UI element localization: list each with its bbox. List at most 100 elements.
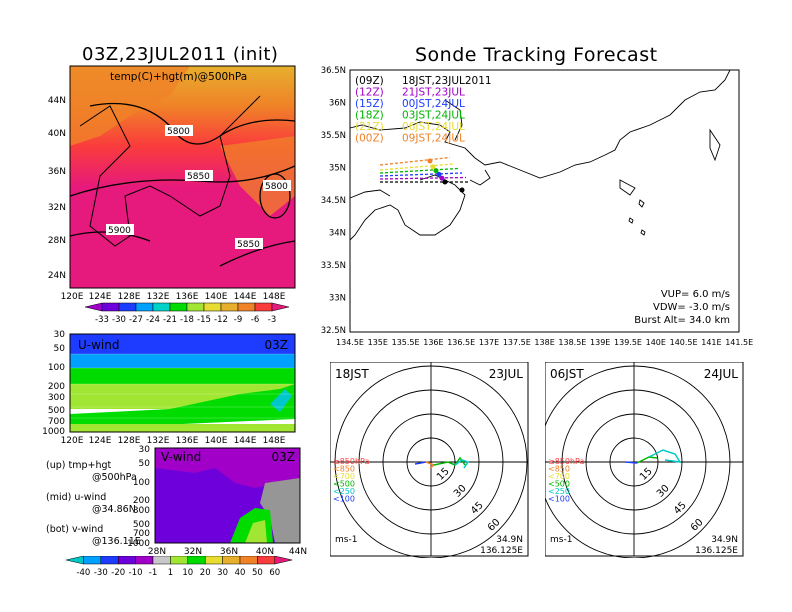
track-lon-tick: 137.5E bbox=[503, 338, 531, 347]
colorbar-tick: -9 bbox=[234, 315, 242, 325]
uwind-lon-tick: 128E bbox=[118, 436, 141, 446]
note-mid: (mid) u-wind bbox=[46, 492, 107, 503]
map500-lon-tick: 140E bbox=[205, 292, 228, 302]
track-legend-text: 00JST,24JUL bbox=[402, 98, 465, 110]
vwind-lat-tick: 40N bbox=[256, 547, 274, 556]
sonde-position bbox=[439, 175, 445, 181]
map500-lon-tick: 124E bbox=[89, 292, 112, 302]
colorbar-tick: -18 bbox=[180, 315, 194, 325]
hodo-trace-blue bbox=[414, 461, 427, 465]
vwind-time: 03Z bbox=[272, 450, 296, 464]
sonde-track bbox=[379, 167, 459, 174]
hodo-date: 24JUL bbox=[704, 367, 739, 381]
vwind-colorbar: -40 -30 -20 -10 -1 1 10 20 30 40 50 60 bbox=[66, 556, 293, 578]
hodo-trace-cyan bbox=[648, 449, 682, 463]
uwind-lon-tick: 144E bbox=[234, 436, 257, 446]
colorbar-swatch bbox=[222, 556, 241, 565]
colorbar-tick: 10 bbox=[182, 568, 193, 578]
note-mid-level: @34.86N bbox=[92, 504, 136, 515]
hodo-time: 06JST bbox=[550, 367, 584, 381]
colorbar-tick: -24 bbox=[146, 315, 160, 325]
contour-label-5800a: 5800 bbox=[167, 127, 190, 137]
hodo-lat: 34.9N bbox=[711, 535, 738, 545]
sonde-track bbox=[379, 163, 455, 171]
track-lat-tick: 32.5N bbox=[321, 326, 346, 336]
track-lon-tick: 139.5E bbox=[614, 338, 642, 347]
colorbar-swatch bbox=[66, 556, 84, 565]
track-coast-bay bbox=[469, 169, 491, 186]
map500-label: temp(C)+hgt(m)@500hPa bbox=[110, 71, 247, 83]
colorbar-tick: 50 bbox=[252, 568, 263, 578]
sonde-track bbox=[379, 156, 451, 166]
hodo-level-label: <850 bbox=[333, 465, 355, 474]
track-lon-tick: 141.5E bbox=[725, 338, 753, 347]
colorbar-swatch bbox=[239, 556, 258, 565]
track-legend-code: (21Z) bbox=[355, 121, 384, 133]
colorbar-swatch bbox=[135, 556, 154, 565]
colorbar-tick: 1 bbox=[168, 568, 173, 578]
uwind-label: U-wind bbox=[78, 338, 119, 352]
track-coast-izu bbox=[709, 128, 721, 162]
uwind-lon-tick: 136E bbox=[176, 436, 199, 446]
track-lon-tick: 141E bbox=[701, 338, 721, 347]
vwind-label: V-wind bbox=[161, 450, 201, 464]
vwind-panel: V-wind 03Z 30 50 100 200 300 500 700 100… bbox=[127, 445, 307, 556]
uwind-band-surface bbox=[70, 424, 295, 432]
colorbar-tick: 60 bbox=[269, 568, 280, 578]
uwind-band-mid bbox=[70, 368, 295, 384]
map500-contour-5800a bbox=[89, 102, 296, 145]
map500-colorbar: -33 -30 -27 -24 -21 -18 -15 -12 -9 -6 -3 bbox=[84, 302, 290, 325]
hodo-level-label: ≥850hPa bbox=[548, 457, 585, 466]
colorbar-swatch bbox=[220, 302, 239, 312]
track-legend: (09Z) 18JST,23JUL2011 (12Z) 21JST,23JUL (15Z… bbox=[355, 75, 492, 145]
sonde-track bbox=[379, 172, 463, 177]
vwind-p-tick: 100 bbox=[133, 478, 150, 488]
sonde-tracks bbox=[379, 156, 470, 193]
vwind-p-tick: 200 bbox=[133, 496, 150, 506]
track-lon-tick: 138E bbox=[534, 338, 554, 347]
hodo-level-label: <500 bbox=[548, 480, 570, 489]
colorbar-tick: -3 bbox=[268, 315, 276, 325]
uwind-p-tick: 300 bbox=[48, 393, 65, 403]
colorbar-swatch bbox=[186, 302, 205, 312]
track-coast-shikoku bbox=[349, 189, 391, 199]
hodo-level-label: <700 bbox=[333, 472, 355, 481]
track-lat-tick: 35N bbox=[329, 164, 346, 174]
colorbar-swatch bbox=[84, 302, 103, 312]
track-lon-tick: 140E bbox=[646, 338, 666, 347]
track-legend-code: (15Z) bbox=[355, 98, 384, 110]
colorbar-swatch bbox=[204, 556, 223, 565]
map500-japan-coast bbox=[79, 95, 261, 247]
track-lon-tick: 138.5E bbox=[558, 338, 586, 347]
sonde-position bbox=[433, 168, 439, 174]
uwind-p-tick: 700 bbox=[48, 417, 65, 427]
track-coast-kii bbox=[349, 174, 466, 241]
map500-lon-tick: 128E bbox=[118, 292, 141, 302]
track-legend-text: 06JST,24JUL bbox=[402, 121, 465, 133]
hodo-level-label: <250 bbox=[548, 487, 570, 496]
sonde-position bbox=[427, 158, 433, 164]
left-title: 03Z,23JUL2011 (init) bbox=[82, 44, 279, 65]
colorbar-tick: -1 bbox=[149, 568, 157, 578]
track-legend-text: 18JST,23JUL2011 bbox=[402, 75, 492, 87]
track-lat-tick: 34.5N bbox=[321, 196, 346, 206]
map500-panel: temp(C)+hgt(m)@500hPa 5800 5850 5800 590… bbox=[48, 65, 296, 325]
map500-lat-tick: 28N bbox=[48, 236, 66, 246]
track-lon-tick: 136E bbox=[423, 338, 443, 347]
colorbar-swatch bbox=[117, 556, 136, 565]
vwind-p-tick: 1000 bbox=[127, 539, 150, 549]
map500-orange-band bbox=[220, 136, 295, 216]
vup-text: VUP= 6.0 m/s bbox=[661, 289, 730, 300]
colorbar-swatch bbox=[170, 556, 189, 565]
colorbar-swatch bbox=[237, 302, 256, 312]
hodo-level-label: <700 bbox=[548, 472, 570, 481]
colorbar-tick: -33 bbox=[95, 315, 109, 325]
colorbar-tick: 30 bbox=[217, 568, 228, 578]
track-lon-tick: 135E bbox=[368, 338, 388, 347]
colorbar-swatch bbox=[169, 302, 188, 312]
contour-label-5850b: 5850 bbox=[237, 240, 260, 250]
uwind-jet bbox=[270, 389, 292, 412]
track-lon-tick: 140.5E bbox=[670, 338, 698, 347]
uwind-band-top bbox=[70, 334, 295, 354]
vwind-p-tick: 50 bbox=[139, 459, 151, 469]
